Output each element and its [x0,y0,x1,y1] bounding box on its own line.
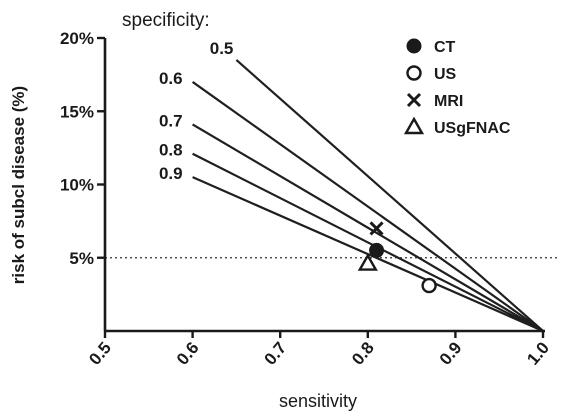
x-tick-label: 1.0 [523,338,553,368]
point-usgfnac [357,253,378,271]
specificity-annotation: specificity: [122,10,210,31]
x-tick-label: 0.6 [173,338,203,368]
curve-group: 0.5 0.6 0.7 0.8 0.9 [159,39,544,333]
x-tick-label: 0.8 [348,338,378,368]
x-tick-label: 0.9 [436,338,466,368]
y-axis-title: risk of subcl disease (%) [9,86,28,284]
y-tick-label: 20% [60,29,94,48]
curve-specificity-0.8 [192,152,544,332]
legend: CT US MRI USgFNAC [403,38,511,137]
curve-label: 0.7 [159,111,183,130]
legend-marker-ct [406,38,422,54]
curve-label: 0.8 [159,141,183,160]
x-tick-label: 0.5 [85,338,115,368]
legend-label: USgFNAC [434,120,511,137]
y-tick-label: 5% [69,249,94,268]
y-tick-label: 15% [60,102,94,121]
legend-marker-usgfnac [403,116,425,135]
curve-label: 0.5 [210,39,234,58]
legend-label: CT [434,39,456,56]
y-ticks: 5% 10% 15% 20% [60,29,105,268]
legend-marker-us [406,65,422,81]
curve-label: 0.9 [159,164,183,183]
curve-specificity-0.7 [192,123,544,332]
legend-label: MRI [434,93,463,110]
legend-marker-mri [406,92,422,108]
x-tick-label: 0.7 [261,338,291,368]
curve-specificity-0.6 [191,81,544,332]
point-mri [369,221,384,236]
y-tick-label: 10% [60,176,94,195]
curve-label: 0.6 [159,69,183,88]
point-us [421,277,437,294]
curve-specificity-0.5 [235,59,544,332]
legend-label: US [434,66,457,83]
x-axis-title: sensitivity [279,391,357,411]
point-ct [369,242,385,258]
data-points [357,221,437,294]
x-ticks: 0.5 0.6 0.7 0.8 0.9 1.0 [85,331,553,369]
